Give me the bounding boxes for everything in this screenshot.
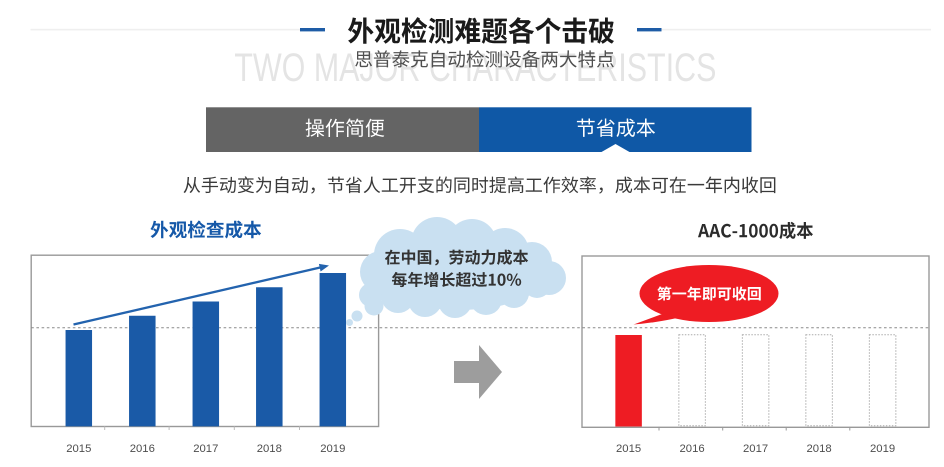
svg-text:2015: 2015: [66, 443, 91, 455]
svg-text:2017: 2017: [193, 443, 218, 455]
svg-text:2018: 2018: [257, 443, 282, 455]
svg-text:2015: 2015: [616, 443, 641, 455]
svg-text:2016: 2016: [680, 443, 705, 455]
svg-text:2018: 2018: [807, 443, 832, 455]
svg-text:2019: 2019: [870, 443, 895, 455]
svg-text:2017: 2017: [743, 443, 768, 455]
svg-text:2016: 2016: [130, 443, 155, 455]
svg-text:2019: 2019: [320, 443, 345, 455]
